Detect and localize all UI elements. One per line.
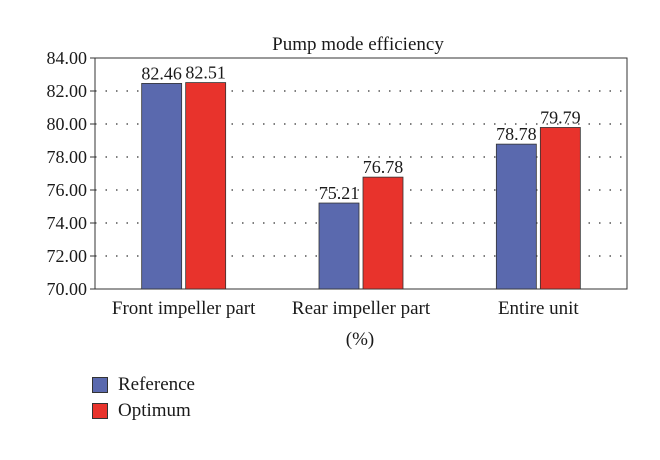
legend-item-optimum: Optimum (92, 398, 195, 424)
y-tick-label: 78.00 (47, 147, 88, 167)
bar-optimum-1 (185, 82, 227, 290)
y-tick-label: 70.00 (47, 279, 88, 299)
value-label: 75.21 (319, 183, 360, 203)
x-tick-label: Entire unit (498, 298, 579, 319)
bar-reference-3 (495, 143, 537, 290)
value-label: 79.79 (540, 107, 581, 127)
chart-title: Pump mode efficiency (272, 34, 444, 55)
x-tick-label: Rear impeller part (292, 298, 431, 319)
bar-optimum-2 (362, 176, 404, 290)
y-axis-ticks: 70.00 72.00 74.00 76.00 78.00 80.00 82.00 84.00 (47, 48, 95, 299)
bars (141, 82, 581, 290)
legend: Reference Optimum (92, 372, 195, 424)
value-label: 78.78 (496, 124, 537, 144)
value-label: 82.46 (141, 63, 182, 83)
value-label: 76.78 (363, 157, 404, 177)
legend-swatch-reference (92, 377, 108, 393)
y-tick-label: 72.00 (47, 246, 88, 266)
legend-item-reference: Reference (92, 372, 195, 398)
plot-frame (94, 57, 628, 290)
legend-label-optimum: Optimum (118, 400, 191, 421)
y-tick-label: 84.00 (47, 48, 88, 68)
bar-reference-2 (318, 202, 360, 290)
x-tick-label: Front impeller part (112, 298, 256, 319)
bar-reference-1 (141, 83, 183, 290)
bar-optimum-3 (539, 127, 581, 290)
x-axis-label: (%) (346, 329, 374, 350)
y-tick-label: 74.00 (47, 213, 88, 233)
y-tick-label: 76.00 (47, 180, 88, 200)
y-tick-label: 80.00 (47, 114, 88, 134)
legend-swatch-optimum (92, 403, 108, 419)
x-axis-ticks: Front impeller part Rear impeller part Ent… (112, 298, 580, 319)
value-label: 82.51 (185, 63, 226, 83)
y-tick-label: 82.00 (47, 81, 88, 101)
legend-label-reference: Reference (118, 374, 195, 395)
